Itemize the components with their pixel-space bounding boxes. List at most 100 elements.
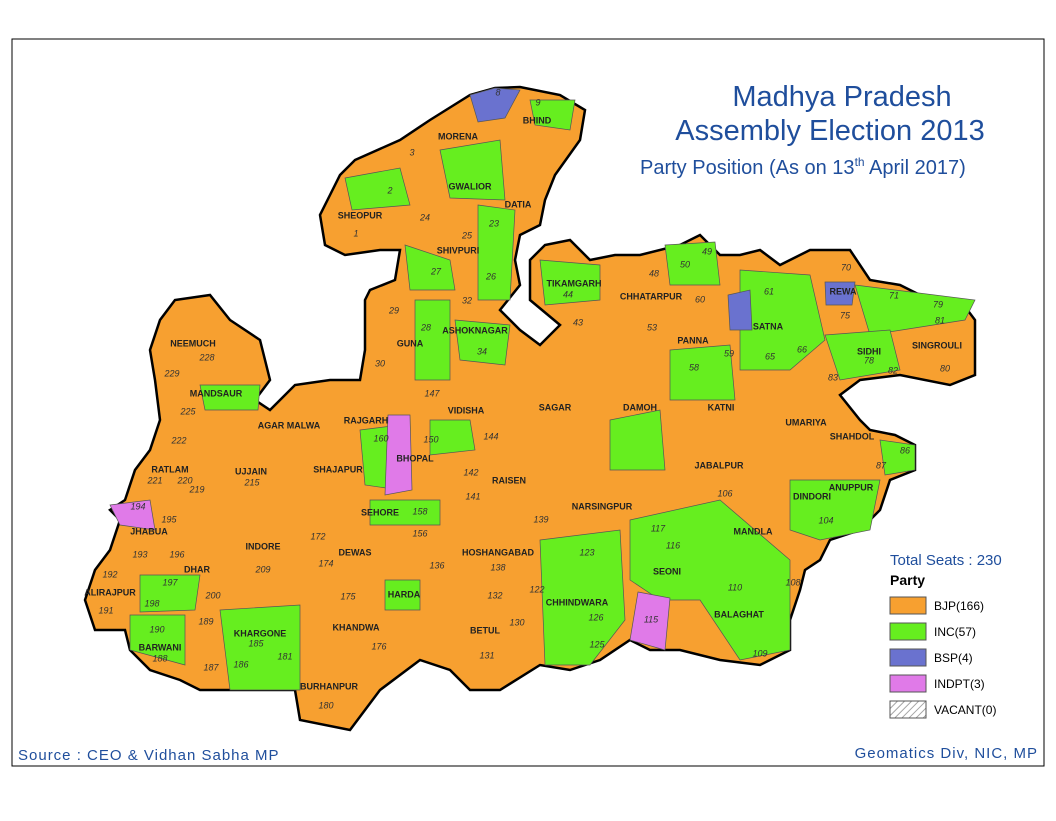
district-label: SINGROULI (912, 340, 962, 350)
district-label: ALIRAJPUR (84, 587, 136, 597)
seat-number: 190 (149, 624, 164, 634)
district-label: DATIA (505, 199, 532, 209)
seat-number: 198 (144, 598, 159, 608)
seat-number: 142 (463, 467, 478, 477)
seat-number: 156 (412, 528, 427, 538)
seat-number: 136 (429, 560, 444, 570)
seat-number: 191 (98, 605, 113, 615)
district-label: AGAR MALWA (258, 420, 321, 430)
district-label: VIDISHA (448, 405, 485, 415)
seat-number: 48 (649, 268, 659, 278)
district-label: CHHATARPUR (620, 291, 683, 301)
district-label: GUNA (397, 338, 424, 348)
seat-number: 108 (785, 577, 800, 587)
seat-number: 228 (198, 352, 214, 362)
district-label: KATNI (708, 402, 735, 412)
inc-area (139, 574, 201, 613)
frame (11, 38, 1045, 767)
seat-number: 25 (461, 230, 473, 240)
district-label: SIDHI (857, 346, 881, 356)
seat-number: 60 (695, 294, 705, 304)
seat-number: 172 (310, 531, 325, 541)
seat-number: 188 (152, 653, 167, 663)
bsp-area (469, 87, 521, 123)
seat-number: 185 (248, 638, 264, 648)
district-label: HOSHANGABAD (462, 547, 535, 557)
legend-heading: Party (890, 572, 925, 588)
bsp-area (727, 289, 753, 331)
district-label: SHAHDOL (830, 431, 875, 441)
seat-number: 3 (409, 147, 414, 157)
seat-number: 131 (479, 650, 494, 660)
inc-area (439, 139, 506, 201)
legend-label: VACANT(0) (934, 703, 996, 717)
seat-number: 220 (176, 475, 192, 485)
district-label: MORENA (438, 131, 478, 141)
seat-number: 49 (702, 246, 712, 256)
seat-number: 215 (243, 477, 260, 487)
seat-number: 34 (477, 346, 487, 356)
seat-number: 104 (818, 515, 833, 525)
seat-number: 219 (188, 484, 204, 494)
legend-total: Total Seats : 230 (890, 552, 1002, 569)
inc-area (854, 284, 976, 336)
seat-number: 229 (163, 368, 179, 378)
district-label: SATNA (753, 321, 784, 331)
district-label: DAMOH (623, 402, 657, 412)
district-label: REWA (830, 286, 858, 296)
seat-number: 150 (423, 434, 438, 444)
district-label: DEWAS (338, 547, 371, 557)
inc-area (879, 439, 916, 476)
inc-area (477, 204, 516, 301)
inc-area (199, 384, 261, 411)
seat-number: 189 (198, 616, 213, 626)
indpt-area (109, 499, 156, 531)
seat-number: 200 (204, 590, 220, 600)
seat-number: 175 (340, 591, 356, 601)
seat-number: 125 (589, 639, 605, 649)
seat-number: 43 (573, 317, 583, 327)
inc-area (629, 499, 791, 661)
inc-area (789, 479, 881, 541)
seat-number: 9 (535, 97, 540, 107)
seat-number: 123 (579, 547, 594, 557)
seat-number: 197 (162, 577, 178, 587)
district-label: NEEMUCH (170, 338, 216, 348)
seat-number: 192 (102, 569, 117, 579)
seat-number: 70 (841, 262, 851, 272)
inc-area (384, 579, 421, 611)
district-label: CHHINDWARA (546, 597, 609, 607)
inc-area (664, 241, 721, 286)
district-label: ANUPPUR (829, 482, 874, 492)
seat-number: 24 (419, 212, 430, 222)
seat-number: 80 (940, 363, 950, 373)
title: Madhya Pradesh (732, 81, 951, 113)
seat-number: 195 (161, 514, 177, 524)
credit: Geomatics Div, NIC, MP (855, 745, 1038, 762)
seat-number: 86 (900, 445, 910, 455)
seat-number: 81 (935, 315, 945, 325)
seat-number: 193 (132, 549, 147, 559)
seat-number: 174 (318, 558, 333, 568)
subtitle-end: April 2017) (865, 157, 966, 179)
district-label: DINDORI (793, 491, 831, 501)
seat-number: 130 (509, 617, 524, 627)
seat-number: 222 (170, 435, 186, 445)
inc-area (404, 244, 456, 291)
source: Source : CEO & Vidhan Sabha MP (18, 747, 280, 764)
seat-number: 30 (375, 358, 385, 368)
subtitle: Party Position (As on 13th April 2017) (640, 155, 966, 179)
seat-number: 83 (828, 372, 838, 382)
seat-number: 110 (728, 582, 742, 592)
seat-number: 147 (424, 388, 440, 398)
legend-swatch (889, 648, 927, 667)
seat-number: 138 (490, 562, 505, 572)
district-label: UMARIYA (785, 417, 827, 427)
inc-area (739, 269, 826, 371)
seat-number: 27 (430, 266, 442, 276)
legend-label: INDPT(3) (934, 677, 985, 691)
inc-area (429, 419, 476, 456)
inc-area (529, 99, 576, 131)
seat-number: 221 (146, 475, 162, 485)
